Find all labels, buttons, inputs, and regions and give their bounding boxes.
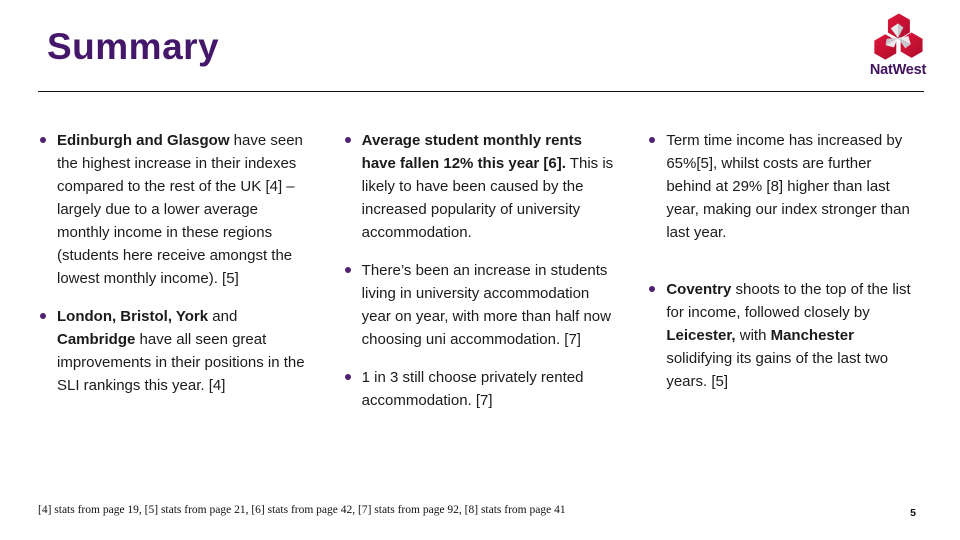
title-divider [38, 91, 924, 92]
bullet-text: Term time income has increased by 65%[5]… [666, 132, 910, 241]
bullet-dot-icon [649, 286, 656, 292]
bullet-item: 1 in 3 still choose privately rented acc… [344, 366, 616, 412]
columns: Edinburgh and Glasgow have seen the high… [0, 92, 960, 427]
bullet-text: Coventry shoots to the top of the list f… [666, 281, 911, 390]
bullet-item: Coventry shoots to the top of the list f… [648, 278, 920, 393]
bullet-text: Edinburgh and Glasgow have seen the high… [57, 132, 303, 287]
natwest-wordmark: NatWest [869, 62, 927, 78]
bullet-item: Edinburgh and Glasgow have seen the high… [39, 129, 311, 290]
bullet-column: Term time income has increased by 65%[5]… [648, 129, 920, 427]
bullet-item: There’s been an increase in students liv… [344, 259, 616, 351]
bullet-dot-icon [649, 137, 656, 143]
bullet-item: Term time income has increased by 65%[5]… [648, 129, 920, 244]
bullet-item: London, Bristol, York and Cambridge have… [39, 305, 311, 397]
page-title: Summary [47, 26, 220, 67]
bullet-text: London, Bristol, York and Cambridge have… [57, 308, 305, 394]
bullet-item: Average student monthly rents have falle… [344, 129, 616, 244]
bullet-column: Average student monthly rents have falle… [344, 129, 616, 427]
slide-header: Summary NatW [0, 0, 960, 78]
page-number: 5 [910, 507, 916, 519]
bullet-dot-icon [40, 137, 46, 143]
bullet-column: Edinburgh and Glasgow have seen the high… [39, 129, 311, 427]
bullet-text: 1 in 3 still choose privately rented acc… [361, 369, 584, 409]
natwest-logo: NatWest [859, 12, 937, 78]
bullet-text: There’s been an increase in students liv… [361, 262, 611, 348]
bullet-dot-icon [344, 267, 351, 273]
bullet-dot-icon [40, 313, 46, 319]
bullet-dot-icon [344, 137, 351, 143]
natwest-cubes-icon [874, 13, 923, 60]
bullet-dot-icon [344, 374, 351, 380]
bullet-text: Average student monthly rents have falle… [361, 132, 614, 241]
footnote-references: [4] stats from page 19, [5] stats from p… [38, 504, 566, 516]
